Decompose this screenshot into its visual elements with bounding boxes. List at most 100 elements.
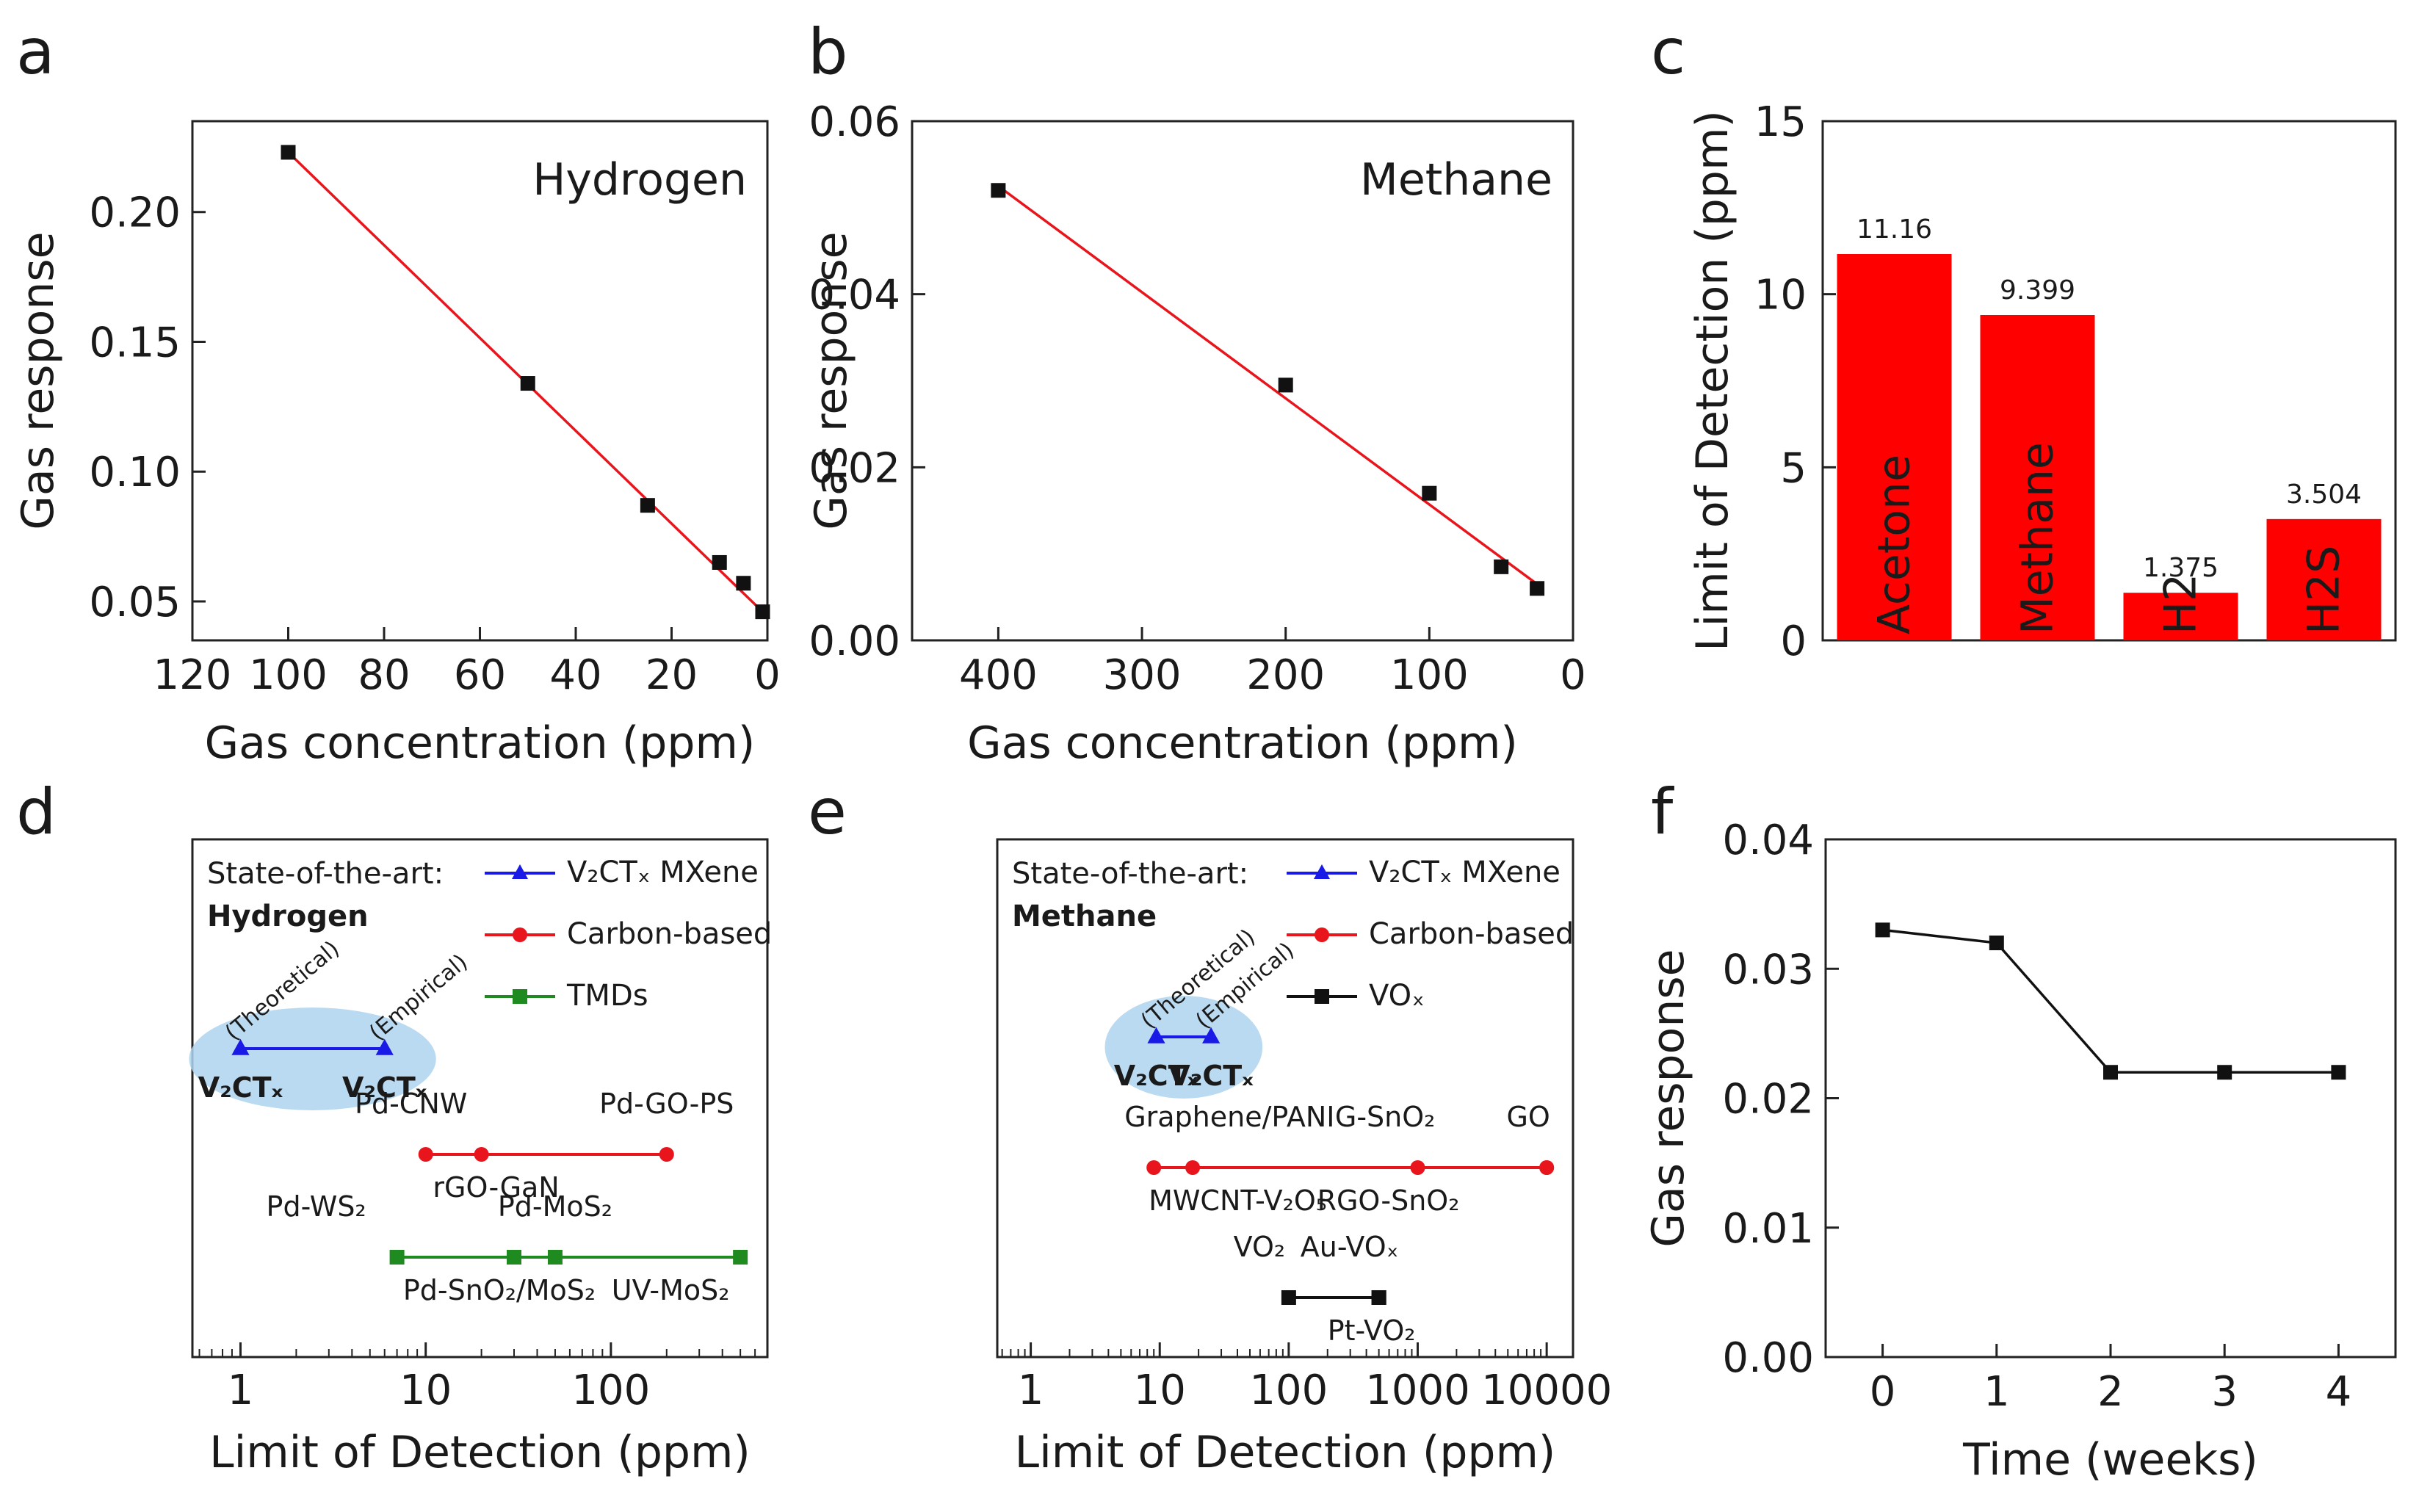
x-tick-label: 0 (754, 651, 781, 699)
point-label: G-SnO₂ (1335, 1101, 1436, 1133)
x-axis-title: Limit of Detection (ppm) (1015, 1427, 1556, 1478)
y-tick-label: 0.05 (89, 579, 181, 626)
data-point (375, 1038, 394, 1055)
x-tick-label: 80 (358, 651, 410, 699)
panel-letter-e: e (808, 775, 847, 849)
data-point (1185, 1160, 1201, 1175)
highlight-ellipse (1104, 996, 1263, 1099)
bar-value-label: 3.504 (2286, 480, 2362, 510)
bar (2266, 518, 2382, 640)
x-tick-label: 40 (549, 651, 601, 699)
data-point (1530, 581, 1545, 596)
legend-marker (512, 864, 528, 879)
legend-label: VOₓ (1369, 979, 1425, 1013)
x-tick-label: 100 (571, 1367, 650, 1414)
data-point (520, 376, 535, 391)
plot-frame (911, 120, 1574, 642)
x-tick-label: 100 (249, 651, 328, 699)
x-tick-label: 200 (1246, 651, 1325, 699)
bar-category-label: H2 (2155, 574, 2207, 634)
x-tick-label: 3 (2211, 1368, 2238, 1416)
point-label: MWCNT-V₂O₅ (1149, 1184, 1327, 1217)
legend-label: V₂CTₓ MXene (567, 856, 759, 889)
bar (1837, 253, 1952, 640)
data-point (389, 1250, 405, 1265)
plot-frame (1821, 120, 2397, 642)
x-tick-label: 100 (1249, 1367, 1328, 1414)
y-tick-label: 0.04 (809, 272, 900, 319)
data-point (1146, 1160, 1162, 1175)
legend-label: TMDs (566, 979, 648, 1013)
x-tick-label: 1 (1018, 1367, 1044, 1414)
series-line (1882, 928, 2339, 1074)
data-point (418, 1147, 433, 1162)
panel-letter-b: b (808, 15, 848, 89)
x-tick-label: 1 (1984, 1368, 2010, 1416)
point-label: Graphene/PANI (1124, 1101, 1334, 1133)
data-point (507, 1250, 522, 1265)
y-tick-label: 0.03 (1722, 946, 1814, 994)
legend-label: V₂CTₓ MXene (1369, 856, 1561, 889)
y-tick-label: 0 (1780, 618, 1807, 665)
x-axis-title: Time (weeks) (1962, 1434, 2258, 1486)
point-label: V₂CTₓ (1168, 1060, 1254, 1092)
data-point (640, 498, 655, 513)
plot-frame (191, 838, 769, 1359)
x-tick-label: 10 (1134, 1367, 1186, 1414)
point-label: UV-MoS₂ (612, 1274, 730, 1306)
bar (2123, 593, 2238, 640)
panel-letter-d: d (16, 775, 57, 849)
x-axis-title: Limit of Detection (ppm) (209, 1427, 751, 1478)
data-point (474, 1147, 489, 1162)
point-note: (Empirical) (364, 949, 472, 1046)
bar-category-label: Methane (2012, 442, 2064, 634)
plot-frame (1824, 838, 2397, 1359)
panel-e: 1 10 100 1000 10000 Limit of Detection (ppm) S… (996, 838, 1612, 1478)
legend-marker (1315, 989, 1329, 1004)
point-label: VO₂ (1234, 1231, 1285, 1263)
data-point (231, 1038, 250, 1055)
data-point (1147, 1027, 1165, 1043)
y-tick-label: 0.02 (809, 444, 900, 492)
y-axis-title: Gas response (1643, 949, 1694, 1247)
y-tick-label: 15 (1754, 98, 1807, 146)
x-tick-label: 100 (1390, 651, 1469, 699)
data-point (1281, 1290, 1296, 1305)
y-tick-label: 0.02 (1722, 1076, 1814, 1124)
data-point (547, 1250, 563, 1265)
y-tick-label: 0.00 (809, 618, 900, 665)
x-tick-label: 10000 (1481, 1367, 1612, 1414)
panel-letter-f: f (1651, 775, 1674, 849)
x-tick-label: 2 (2097, 1368, 2124, 1416)
panel-b: 0.00 0.02 0.04 0.06 400 300 200 100 0 Gas concent… (806, 98, 1586, 769)
point-label: Pd-CNW (355, 1088, 467, 1120)
legend-marker (1315, 927, 1329, 942)
y-tick-label: 5 (1780, 444, 1807, 492)
y-tick-label: 10 (1754, 272, 1807, 319)
y-tick-label: 0.00 (1722, 1334, 1814, 1382)
inset-title: Hydrogen (532, 154, 747, 206)
point-label: Au-VOₓ (1301, 1231, 1399, 1263)
legend-marker (513, 927, 527, 942)
legend-label: Carbon-based (1369, 917, 1574, 951)
bar (1980, 314, 2095, 640)
point-label: Pd-MoS₂ (498, 1190, 612, 1223)
y-tick-label: 0.15 (89, 319, 181, 366)
highlight-ellipse (189, 1008, 436, 1110)
point-label: Pd-WS₂ (267, 1190, 366, 1223)
x-tick-label: 300 (1103, 651, 1182, 699)
point-label: RGO-SnO₂ (1317, 1184, 1460, 1217)
data-point (1371, 1290, 1386, 1305)
data-point (1410, 1160, 1425, 1175)
data-point (1989, 936, 2004, 950)
data-point (1494, 559, 1509, 574)
data-point (1875, 922, 1890, 938)
data-point (2331, 1065, 2346, 1080)
data-point (281, 145, 296, 160)
bar-value-label: 1.375 (2143, 553, 2219, 583)
panel-letter-c: c (1651, 15, 1685, 89)
y-tick-label: 0.01 (1722, 1205, 1814, 1253)
x-tick-label: 60 (454, 651, 506, 699)
bar-value-label: 11.16 (1856, 214, 1932, 245)
